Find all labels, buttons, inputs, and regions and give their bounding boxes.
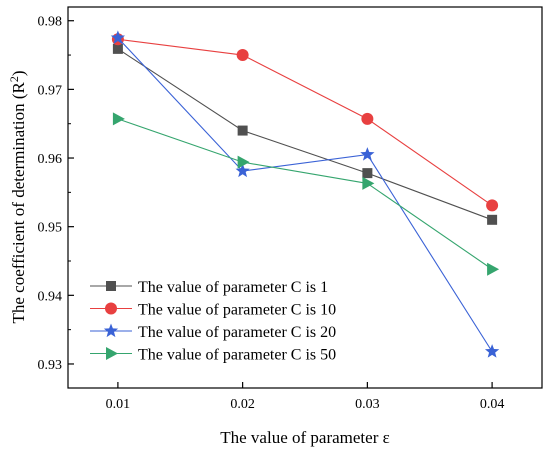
series-3 — [110, 30, 500, 358]
series-line — [117, 37, 493, 352]
series-line — [117, 48, 493, 221]
x-tick-label: 0.03 — [355, 397, 380, 412]
data-point — [486, 199, 499, 212]
x-axis-title: The value of parameter ε — [220, 428, 390, 447]
data-point — [237, 155, 250, 169]
data-point — [487, 262, 500, 276]
data-point — [362, 176, 375, 190]
legend-marker — [103, 323, 119, 338]
legend: The value of parameter C is 1 The value o… — [90, 279, 336, 364]
y-axis: 0.93 0.94 0.95 0.96 0.97 0.98 — [38, 15, 74, 373]
data-point — [110, 30, 126, 44]
data-point — [236, 49, 249, 62]
data-point — [112, 112, 125, 126]
legend-item: The value of parameter C is 50 — [90, 347, 336, 364]
y-axis-title-superscript: 2 — [7, 76, 21, 82]
data-point — [112, 43, 123, 54]
x-axis: 0.01 0.02 0.03 0.04 — [106, 382, 505, 412]
y-axis-title-main: The coefficient of determination (R — [9, 81, 28, 323]
data-point — [484, 344, 500, 358]
series-layer — [110, 30, 500, 358]
legend-label: The value of parameter C is 20 — [138, 324, 336, 341]
series-line — [117, 118, 493, 270]
y-tick-label: 0.95 — [38, 221, 63, 236]
x-tick-label: 0.01 — [106, 397, 131, 412]
data-point — [487, 214, 498, 225]
legend-label: The value of parameter C is 1 — [138, 279, 328, 296]
series-1 — [112, 43, 498, 225]
legend-label: The value of parameter C is 50 — [138, 347, 336, 364]
plot-area-frame — [67, 6, 543, 389]
series-line — [117, 38, 493, 206]
legend-item: The value of parameter C is 10 — [90, 302, 336, 319]
y-tick-label: 0.96 — [38, 152, 63, 167]
data-point — [235, 163, 250, 178]
x-tick-label: 0.02 — [230, 397, 255, 412]
y-axis-title: The coefficient of determination (R2) — [7, 70, 28, 323]
series-4 — [112, 112, 500, 276]
y-tick-label: 0.94 — [38, 289, 63, 304]
data-point — [361, 112, 374, 125]
x-tick-label: 0.04 — [480, 397, 505, 412]
legend-marker — [105, 302, 117, 315]
data-point — [360, 147, 375, 161]
legend-label: The value of parameter C is 10 — [138, 302, 336, 319]
legend-marker — [106, 281, 116, 291]
y-tick-label: 0.93 — [38, 358, 63, 373]
y-axis-title-end: ) — [9, 70, 28, 76]
data-point — [362, 168, 373, 179]
y-tick-label: 0.97 — [38, 83, 63, 98]
legend-item: The value of parameter C is 1 — [90, 279, 328, 296]
series-2 — [111, 33, 499, 212]
legend-marker — [106, 347, 118, 360]
y-tick-label: 0.98 — [38, 15, 63, 30]
data-point — [237, 125, 248, 136]
legend-item: The value of parameter C is 20 — [90, 323, 336, 341]
